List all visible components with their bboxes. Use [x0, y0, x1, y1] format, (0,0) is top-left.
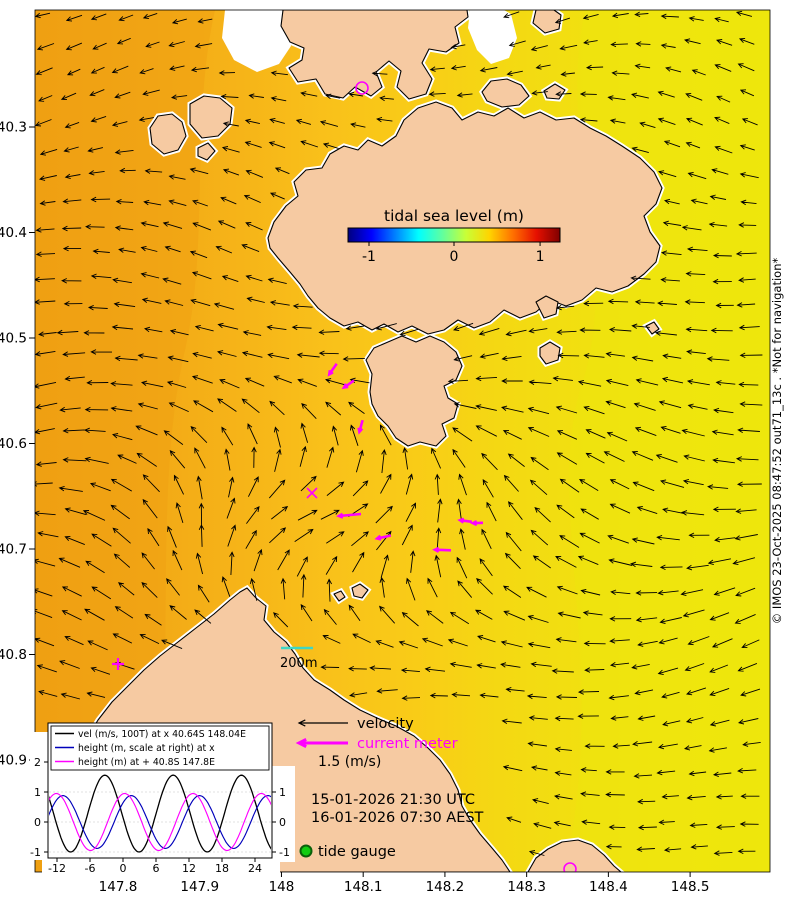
- inset-axes: -12 -6 0 6 12 18 24 2 1 0 -1 1 0 -1: [30, 756, 290, 875]
- plus-station-marker: [112, 658, 124, 670]
- longitude-axis: 147.8 147.9 148 148.1 148.2 148.3 148.4 148.5: [99, 872, 710, 895]
- colorbar: tidal sea level (m) -1 0 1: [347, 207, 561, 265]
- tide-gauge-marker: [563, 862, 577, 872]
- land-polygon: [365, 335, 463, 447]
- timestamp-utc: 15-01-2026 21:30 UTC: [311, 792, 475, 808]
- colorbar-gradient-bar: [347, 227, 561, 243]
- inset-x-tick-label: 12: [182, 862, 196, 875]
- inset-legend-label-vel: vel (m/s, 100T) at x 40.64S 148.04E: [78, 729, 246, 740]
- land-polygon: [543, 83, 566, 100]
- lat-tick-label: -40.3: [0, 120, 27, 136]
- speed-scale-label: 1.5 (m/s): [318, 754, 381, 770]
- velocity-legend-arrow: [297, 719, 348, 727]
- scale-bar: 200m: [280, 646, 317, 671]
- tide-gauge-marker: [355, 81, 369, 95]
- timestamp-local: 16-01-2026 07:30 AEST: [311, 810, 484, 826]
- inset-x-tick-label: 24: [248, 862, 262, 875]
- velocity-arrow-field: [35, 10, 763, 856]
- tide-gauge-legend-icon: [299, 844, 313, 858]
- colorbar-tick-label: -1: [362, 249, 376, 265]
- inset-curves: [49, 774, 271, 853]
- inset-bottom-label-bg: [42, 858, 280, 877]
- lon-tick-label: 148.3: [507, 879, 546, 895]
- map-legend: velocity current meter 1.5 (m/s) 15-01-2…: [295, 716, 484, 860]
- land-polygon: [149, 113, 187, 155]
- credit-text: © IMOS 23-Oct-2025 08:47:52 out71_13c . …: [770, 258, 784, 625]
- scale-bar-label: 200m: [280, 656, 317, 671]
- lon-tick-label: 147.9: [180, 879, 219, 895]
- ocean-shading-orange: [35, 10, 215, 872]
- inset-curve: [49, 792, 271, 852]
- lon-tick-label: 148.1: [344, 879, 383, 895]
- lon-tick-label: 148: [269, 879, 295, 895]
- inset-y-tick-left-label: 0: [34, 816, 41, 829]
- no-data-patch: [222, 10, 291, 72]
- land-polygon: [527, 839, 622, 872]
- lat-tick-label: -40.8: [0, 647, 27, 663]
- colorbar-tick-label: 1: [536, 249, 545, 265]
- velocity-arrows: [35, 10, 763, 856]
- land-polygon: [333, 590, 346, 602]
- current-meter-layer: [327, 362, 484, 553]
- colorbar-title: tidal sea level (m): [384, 207, 524, 225]
- current-meter-legend-arrow: [295, 738, 348, 748]
- x-station-marker: [306, 487, 318, 499]
- no-data-region: [222, 10, 517, 72]
- velocity-legend-arrow-icon: [297, 719, 348, 727]
- inset-curve: [49, 795, 271, 849]
- inset-y-tick-right-label: 1: [279, 786, 286, 799]
- lat-tick-label: -40.9: [0, 753, 27, 769]
- inset-y-tick-right-label: -1: [279, 846, 290, 859]
- lon-tick-label: 148.2: [426, 879, 465, 895]
- inset-x-tick-label: -12: [48, 862, 66, 875]
- inset-curve: [49, 774, 271, 853]
- map-frame: [34, 9, 771, 873]
- no-data-patch: [468, 10, 517, 64]
- inset-x-tick-label: 18: [215, 862, 229, 875]
- land-polygon: [539, 341, 561, 365]
- current-meter-legend-label: current meter: [357, 736, 458, 752]
- inset-legend-box: [50, 725, 270, 771]
- colorbar-tick-label: 0: [450, 249, 459, 265]
- inset-y-tick-left-label: 1: [34, 786, 41, 799]
- current-meter-legend-arrow-icon: [295, 738, 348, 748]
- land-polygon: [351, 583, 369, 599]
- inset-right-label-bg: [272, 766, 295, 862]
- inset-y-tick-right-label: 0: [279, 816, 286, 829]
- inset-x-tick-label: 0: [120, 862, 127, 875]
- lon-tick-label: 148.5: [671, 879, 710, 895]
- land-polygon: [481, 78, 530, 108]
- tide-gauge-legend-label: tide gauge: [318, 844, 396, 860]
- latitude-axis: -40.3 -40.4 -40.5 -40.6 -40.7 -40.8 -40.9: [0, 120, 35, 769]
- inset-x-tick-label: 6: [153, 862, 160, 875]
- current-meter-arrows: [327, 362, 484, 553]
- inset-y-tick-left-label: -1: [30, 846, 41, 859]
- lat-tick-label: -40.7: [0, 542, 27, 558]
- colorbar-ticks: -1 0 1: [362, 242, 545, 265]
- inset-legend-label-height-plus: height (m) at + 40.8S 147.8E: [78, 757, 215, 768]
- lat-tick-label: -40.5: [0, 331, 27, 347]
- inset-timeseries-plot: vel (m/s, 100T) at x 40.64S 148.04E heig…: [30, 722, 295, 877]
- velocity-legend-label: velocity: [357, 716, 414, 732]
- lon-tick-label: 148.4: [589, 879, 628, 895]
- inset-legend-label-height-x: height (m, scale at right) at x: [78, 743, 215, 754]
- land-polygon: [532, 10, 562, 34]
- land-polygon: [645, 321, 660, 335]
- inset-y-tick-left-label: 2: [34, 756, 41, 769]
- lat-tick-label: -40.6: [0, 436, 27, 452]
- lat-tick-label: -40.4: [0, 225, 27, 241]
- lon-tick-label: 147.8: [99, 879, 138, 895]
- inset-x-tick-label: -6: [85, 862, 96, 875]
- land-polygon: [197, 142, 216, 161]
- inset-left-label-bg: [30, 732, 49, 860]
- station-marker-layer: [112, 81, 577, 872]
